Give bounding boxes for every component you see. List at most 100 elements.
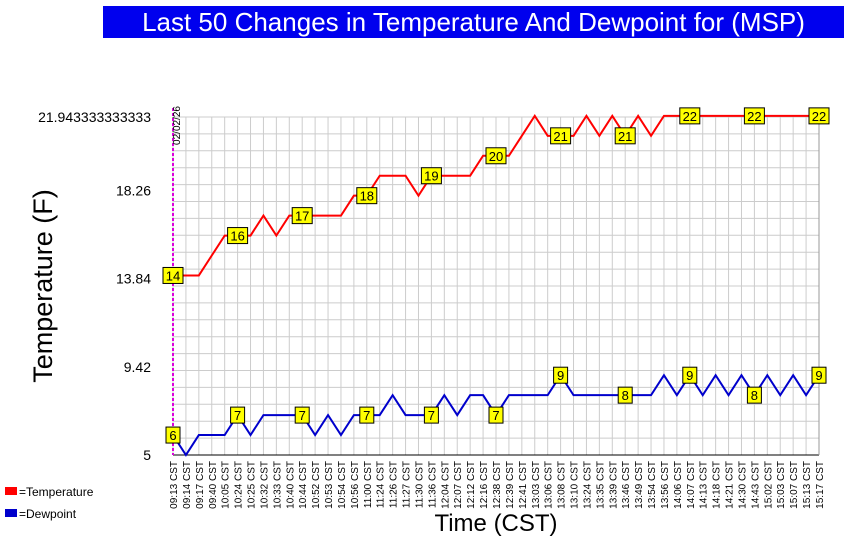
x-tick-label: 12:12 CST bbox=[466, 461, 477, 509]
x-tick-label: 13:08 CST bbox=[557, 461, 568, 509]
x-tick-label: 09:40 CST bbox=[208, 461, 219, 509]
plot-grid bbox=[172, 116, 820, 456]
data-label: 22 bbox=[812, 109, 826, 124]
x-tick-label: 11:30 CST bbox=[414, 461, 425, 508]
data-label-box bbox=[679, 107, 701, 125]
legend-label: =Dewpoint bbox=[19, 507, 77, 521]
x-tick-label: 14:30 CST bbox=[737, 461, 748, 509]
data-label: 7 bbox=[492, 408, 499, 423]
x-tick-label: 13:39 CST bbox=[608, 461, 619, 509]
legend: =Temperature =Dewpoint bbox=[5, 485, 94, 521]
y-tick-label: 13.84 bbox=[116, 271, 151, 287]
x-tick-label: 14:07 CST bbox=[686, 461, 697, 509]
data-label: 9 bbox=[557, 368, 564, 383]
data-label-box bbox=[423, 406, 439, 424]
data-label-box bbox=[614, 127, 636, 145]
data-label-box bbox=[420, 167, 442, 185]
x-tick-label: 10:53 CST bbox=[324, 461, 335, 509]
date-marker: 02/02/26 bbox=[172, 106, 183, 455]
x-tick-label: 12:07 CST bbox=[453, 461, 464, 509]
x-tick-label: 10:05 CST bbox=[221, 461, 232, 509]
x-tick-label: 14:21 CST bbox=[725, 461, 736, 509]
x-tick-label: 10:32 CST bbox=[259, 461, 270, 509]
x-tick-label: 14:18 CST bbox=[712, 461, 723, 509]
x-tick-label: 13:03 CST bbox=[531, 461, 542, 509]
x-tick-label: 13:24 CST bbox=[582, 461, 593, 509]
legend-label: =Temperature bbox=[19, 485, 94, 499]
x-tick-label: 12:39 CST bbox=[505, 461, 516, 509]
data-label-box bbox=[294, 406, 310, 424]
data-label-box bbox=[488, 406, 504, 424]
data-label-box bbox=[746, 386, 762, 404]
data-label: 9 bbox=[815, 368, 822, 383]
data-label: 21 bbox=[618, 129, 632, 144]
data-label-box bbox=[227, 227, 249, 245]
data-label: 7 bbox=[428, 408, 435, 423]
data-label: 22 bbox=[747, 109, 761, 124]
data-label-box bbox=[165, 426, 181, 444]
x-tick-label: 15:03 CST bbox=[776, 461, 787, 509]
data-label-box bbox=[359, 406, 375, 424]
x-tick-label: 10:54 CST bbox=[337, 461, 348, 509]
x-tick-label: 15:02 CST bbox=[763, 461, 774, 509]
x-tick-label: 10:25 CST bbox=[247, 461, 258, 509]
data-label-box bbox=[617, 386, 633, 404]
x-tick-label: 09:17 CST bbox=[195, 461, 206, 509]
y-tick-label: 9.42 bbox=[124, 359, 151, 375]
data-label-box bbox=[356, 187, 378, 205]
x-tick-label: 14:43 CST bbox=[750, 461, 761, 509]
y-axis-label: Temperature (F) bbox=[28, 189, 58, 383]
data-label-box bbox=[291, 207, 313, 225]
x-tick-label: 11:26 CST bbox=[389, 461, 400, 508]
chart-title: Last 50 Changes in Temperature And Dewpo… bbox=[142, 7, 805, 37]
x-tick-label: 10:56 CST bbox=[350, 461, 361, 509]
data-label: 6 bbox=[169, 428, 176, 443]
data-label-box bbox=[553, 366, 569, 384]
x-axis-ticks: 09:13 CST 09:14 CST 09:17 CST 09:40 CST 10:0… bbox=[169, 461, 826, 509]
x-tick-label: 13:06 CST bbox=[544, 461, 555, 509]
data-labels: 14 16 17 18 19 20 21 21 22 22 22 6 7 7 7 7 7 9 8 9 8 9 bbox=[162, 107, 830, 444]
x-tick-label: 13:35 CST bbox=[595, 461, 606, 509]
data-label: 21 bbox=[553, 129, 567, 144]
x-tick-label: 10:52 CST bbox=[311, 461, 322, 509]
x-tick-label: 10:40 CST bbox=[285, 461, 296, 509]
x-tick-label: 12:38 CST bbox=[492, 461, 503, 509]
legend-swatch-0 bbox=[5, 487, 17, 495]
data-label: 16 bbox=[230, 229, 244, 244]
x-tick-label: 15:17 CST bbox=[815, 461, 826, 509]
x-tick-label: 12:41 CST bbox=[518, 461, 529, 509]
x-tick-label: 13:54 CST bbox=[647, 461, 658, 509]
x-tick-label: 11:24 CST bbox=[376, 461, 387, 508]
data-label-box bbox=[743, 107, 765, 125]
x-tick-label: 12:04 CST bbox=[440, 461, 451, 509]
data-label: 7 bbox=[299, 408, 306, 423]
data-label: 8 bbox=[622, 388, 629, 403]
x-tick-label: 10:33 CST bbox=[272, 461, 283, 509]
plot-axes bbox=[173, 117, 820, 456]
data-label: 14 bbox=[166, 268, 180, 283]
data-label-box bbox=[230, 406, 246, 424]
y-tick-label: 18.26 bbox=[116, 182, 151, 198]
x-tick-label: 13:56 CST bbox=[660, 461, 671, 509]
data-label-box bbox=[485, 147, 507, 165]
x-axis-label: Time (CST) bbox=[434, 510, 557, 537]
x-tick-label: 15:07 CST bbox=[789, 461, 800, 509]
y-tick-label: 5 bbox=[143, 447, 151, 463]
data-label: 19 bbox=[424, 169, 438, 184]
x-tick-label: 09:14 CST bbox=[182, 461, 193, 509]
y-tick-label: 21.943333333333 bbox=[38, 109, 151, 125]
data-label: 8 bbox=[751, 388, 758, 403]
data-label: 9 bbox=[686, 368, 693, 383]
x-tick-label: 10:24 CST bbox=[234, 461, 245, 509]
data-label-box bbox=[811, 366, 827, 384]
data-label-box bbox=[162, 266, 184, 284]
x-tick-label: 13:49 CST bbox=[634, 461, 645, 509]
x-tick-label: 11:36 CST bbox=[427, 461, 438, 508]
date-marker-label: 02/02/26 bbox=[172, 106, 183, 145]
x-tick-label: 12:16 CST bbox=[479, 461, 490, 509]
data-label: 22 bbox=[683, 109, 697, 124]
x-tick-label: 15:13 CST bbox=[802, 461, 813, 509]
x-tick-label: 11:00 CST bbox=[363, 461, 374, 508]
x-tick-label: 11:27 CST bbox=[402, 461, 413, 508]
